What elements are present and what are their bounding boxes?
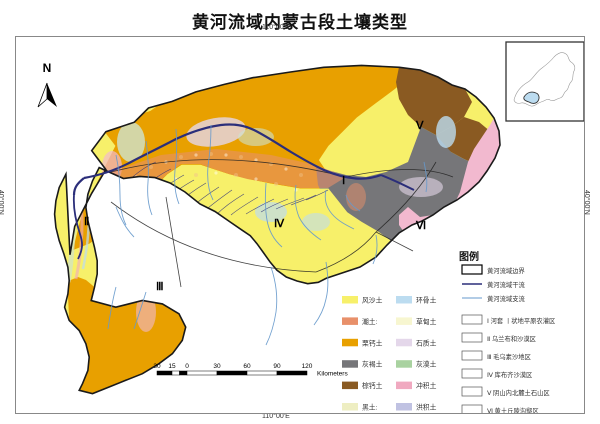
svg-text:棕钙土: 棕钙土 (362, 381, 383, 390)
svg-text:灰褐土: 灰褐土 (362, 360, 383, 369)
svg-text:Ⅱ 乌兰布和沙漠区: Ⅱ 乌兰布和沙漠区 (487, 334, 536, 343)
svg-text:黄河流域边界: 黄河流域边界 (487, 266, 525, 275)
svg-text:黄河流域干流: 黄河流域干流 (487, 280, 525, 289)
svg-text:0: 0 (185, 363, 189, 370)
svg-text:Ⅲ: Ⅲ (156, 281, 164, 293)
svg-text:Ⅲ 毛乌素沙地区: Ⅲ 毛乌素沙地区 (487, 352, 531, 361)
svg-text:图例: 图例 (459, 250, 479, 263)
svg-text:风沙土: 风沙土 (362, 296, 383, 305)
svg-text:石质土: 石质土 (416, 338, 437, 347)
svg-text:Ⅴ: Ⅴ (415, 120, 424, 132)
svg-text:60: 60 (243, 363, 251, 370)
svg-text:灰漠土: 灰漠土 (416, 360, 437, 369)
svg-text:N: N (43, 61, 52, 75)
svg-text:Ⅵ 黄土丘陵沟壑区: Ⅵ 黄土丘陵沟壑区 (487, 406, 539, 413)
svg-text:Ⅳ: Ⅳ (274, 218, 285, 230)
svg-text:Ⅳ 库布齐沙漠区: Ⅳ 库布齐沙漠区 (487, 370, 532, 379)
svg-text:Ⅵ: Ⅵ (415, 220, 426, 232)
svg-text:15: 15 (168, 363, 176, 370)
svg-text:30: 30 (153, 363, 161, 370)
svg-text:90: 90 (273, 363, 281, 370)
svg-text:120: 120 (302, 363, 313, 370)
svg-text:洪积土: 洪积土 (416, 403, 437, 412)
svg-text:黄河流域支流: 黄河流域支流 (487, 294, 525, 303)
svg-text:黑土:: 黑土: (362, 403, 378, 412)
svg-text:Kilometers: Kilometers (317, 371, 348, 378)
svg-text:Ⅴ 阴山内北麓土石山区: Ⅴ 阴山内北麓土石山区 (487, 388, 550, 397)
svg-text:Ⅱ: Ⅱ (84, 216, 89, 228)
svg-text:Ⅰ 河套 丨状地平原农灌区: Ⅰ 河套 丨状地平原农灌区 (487, 316, 555, 325)
svg-text:草甸土: 草甸土 (416, 317, 437, 326)
svg-text:Ⅰ: Ⅰ (342, 175, 345, 187)
svg-text:环骨土: 环骨土 (416, 296, 437, 305)
svg-text:冲积土: 冲积土 (416, 381, 437, 390)
svg-text:潮土:: 潮土: (362, 317, 378, 326)
svg-text:栗钙土: 栗钙土 (362, 338, 383, 347)
svg-text:30: 30 (213, 363, 221, 370)
